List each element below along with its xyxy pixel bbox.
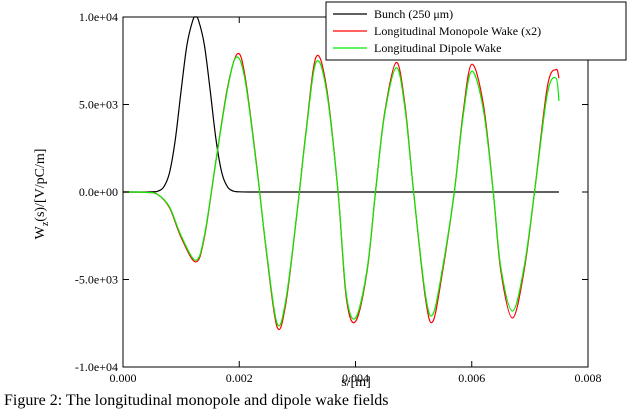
x-tick-label: 0.002 bbox=[226, 371, 253, 385]
y-tick-label: -5.0e+03 bbox=[75, 273, 118, 287]
legend-label: Bunch (250 μm) bbox=[374, 7, 453, 21]
x-tick-label: 0.006 bbox=[458, 371, 485, 385]
legend-label: Longitudinal Dipole Wake bbox=[374, 41, 501, 55]
y-axis-label-rest: (s)/[V/pC/m] bbox=[33, 149, 48, 222]
series-line-0 bbox=[122, 16, 559, 193]
figure-caption: Figure 2: The longitudinal monopole and … bbox=[4, 392, 389, 409]
x-axis: 0.000 0.002 0.004 0.006 0.008 bbox=[110, 17, 602, 385]
y-tick-label: 0.0e+00 bbox=[79, 185, 118, 199]
x-tick-label: 0.004 bbox=[342, 371, 369, 385]
legend-entries: Bunch (250 μm) Longitudinal Monopole Wake… bbox=[333, 7, 541, 55]
y-axis: -1.0e+04 -5.0e+03 0.0e+00 5.0e+03 1.0e+04 bbox=[75, 10, 588, 374]
x-tick-label: 0.008 bbox=[575, 371, 602, 385]
legend: Bunch (250 μm) Longitudinal Monopole Wake… bbox=[325, 1, 627, 61]
series-line-2 bbox=[122, 56, 560, 327]
legend-label: Longitudinal Monopole Wake (x2) bbox=[374, 24, 541, 38]
y-axis-label-main: W bbox=[33, 225, 48, 239]
y-tick-label: -1.0e+04 bbox=[75, 360, 118, 374]
x-axis-label: s/[m] bbox=[341, 375, 371, 390]
y-tick-label: 1.0e+04 bbox=[79, 10, 118, 24]
x-tick-label: 0.000 bbox=[110, 371, 137, 385]
y-tick-label: 5.0e+03 bbox=[79, 98, 118, 112]
y-axis-label: Wz(s)/[V/pC/m] bbox=[33, 149, 51, 240]
y-axis-label-sub: z bbox=[40, 221, 51, 226]
plot-lines bbox=[122, 16, 560, 331]
legend-box bbox=[325, 1, 627, 61]
